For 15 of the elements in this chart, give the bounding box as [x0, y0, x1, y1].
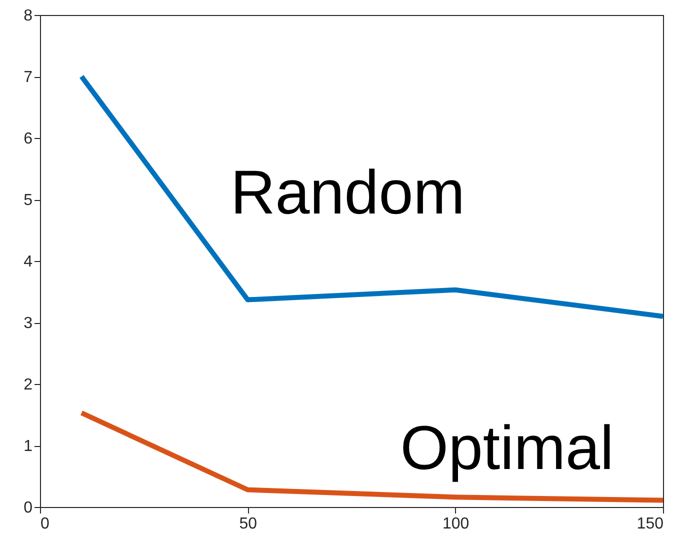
y-tick-label: 2	[24, 376, 33, 394]
y-tick-label: 5	[24, 192, 33, 209]
x-tick-label: 150	[636, 516, 664, 532]
y-tick-label: 7	[24, 69, 33, 86]
series-label: Random	[230, 158, 465, 228]
y-tick-label: 3	[24, 315, 33, 332]
y-tick-label: 0	[24, 500, 33, 516]
x-tick-label: 0	[40, 516, 50, 532]
y-tick-label: 6	[24, 130, 33, 148]
x-tick-label: 50	[239, 516, 258, 532]
x-tick-label: 100	[442, 516, 470, 532]
y-tick-label: 4	[24, 254, 33, 270]
y-tick-label: 8	[24, 8, 33, 24]
y-tick-label: 1	[24, 438, 33, 455]
series-label: Optimal	[400, 414, 614, 484]
